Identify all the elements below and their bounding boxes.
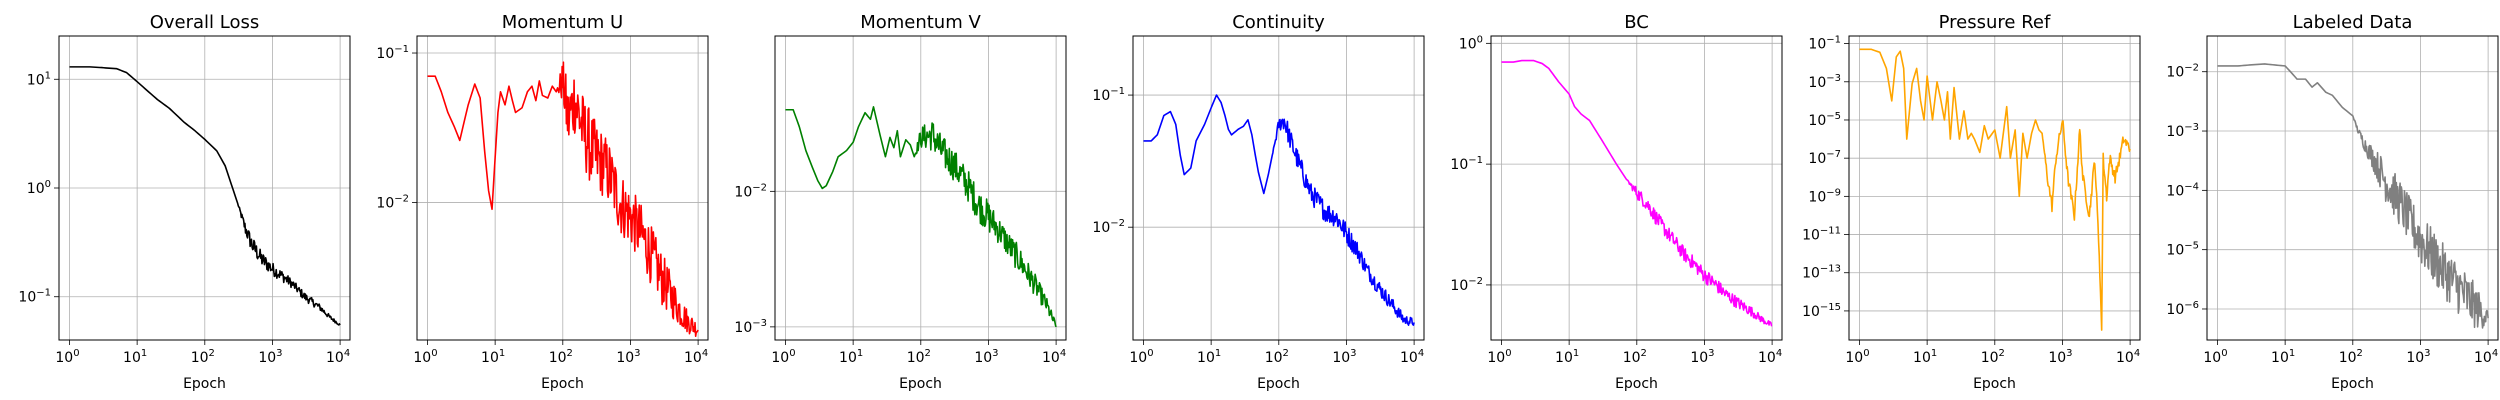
panel-title: Pressure Ref bbox=[1939, 12, 2051, 33]
x-tick-label: 103 bbox=[1690, 348, 1714, 366]
y-tick-label: 10−4 bbox=[2166, 181, 2199, 199]
y-tick-label: 10−6 bbox=[2166, 300, 2199, 318]
x-tick-label: 102 bbox=[907, 348, 931, 366]
x-tick-label: 100 bbox=[771, 348, 795, 366]
x-tick-label: 101 bbox=[123, 348, 147, 366]
panel-0: 100 101 102 103 104 10−1 100 101 Overall Loss Epo… bbox=[18, 12, 351, 392]
panel-title: Momentum U bbox=[502, 12, 623, 33]
x-tick-label: 101 bbox=[1197, 348, 1221, 366]
x-tick-label: 104 bbox=[2474, 348, 2498, 366]
panel-title: Continuity bbox=[1232, 12, 1325, 33]
x-tick-label: 102 bbox=[1623, 348, 1647, 366]
x-tick-label: 101 bbox=[1913, 348, 1937, 366]
x-tick-label: 102 bbox=[2339, 348, 2363, 366]
x-tick-label: 101 bbox=[2271, 348, 2295, 366]
x-axis-label: Epoch bbox=[899, 376, 942, 392]
y-tick-label: 100 bbox=[27, 179, 51, 197]
x-tick-label: 103 bbox=[2406, 348, 2430, 366]
x-tick-label: 102 bbox=[191, 348, 215, 366]
x-tick-label: 103 bbox=[1332, 348, 1356, 366]
x-tick-label: 104 bbox=[684, 348, 708, 366]
y-tick-label: 10−1 bbox=[1450, 155, 1483, 173]
panel-title: Overall Loss bbox=[150, 12, 260, 33]
x-axis-label: Epoch bbox=[2331, 376, 2374, 392]
x-tick-label: 101 bbox=[1555, 348, 1579, 366]
x-axis-label: Epoch bbox=[1615, 376, 1658, 392]
x-tick-label: 103 bbox=[974, 348, 998, 366]
y-tick-label: 10−7 bbox=[1808, 149, 1841, 167]
y-tick-label: 10−13 bbox=[1802, 264, 1841, 282]
y-tick-label: 10−1 bbox=[1092, 86, 1125, 104]
x-axis-label: Epoch bbox=[541, 376, 584, 392]
x-tick-label: 101 bbox=[481, 348, 505, 366]
series-line-0 bbox=[427, 61, 699, 338]
y-tick-label: 10−1 bbox=[1808, 35, 1841, 53]
x-tick-label: 104 bbox=[1400, 348, 1424, 366]
x-tick-label: 102 bbox=[1265, 348, 1289, 366]
y-tick-label: 10−3 bbox=[734, 318, 767, 336]
x-tick-label: 102 bbox=[1981, 348, 2005, 366]
panel-3: 100 101 102 103 104 10−2 10−1 Continuity Epoch bbox=[1092, 12, 1425, 392]
y-tick-label: 10−11 bbox=[1802, 226, 1841, 244]
panel-5: 100 101 102 103 104 10−15 10−13 10−11 10−9 10−7 10… bbox=[1802, 12, 2141, 392]
x-tick-label: 103 bbox=[2048, 348, 2072, 366]
x-tick-label: 101 bbox=[839, 348, 863, 366]
x-axis-label: Epoch bbox=[1257, 376, 1300, 392]
series-line-0 bbox=[1859, 48, 2131, 331]
series-line-0 bbox=[1501, 59, 1773, 327]
x-tick-label: 103 bbox=[258, 348, 282, 366]
panel-1: 100 101 102 103 104 10−2 10−1 Momentum U Epoch bbox=[376, 12, 709, 392]
y-tick-label: 10−9 bbox=[1808, 187, 1841, 205]
y-tick-label: 101 bbox=[27, 70, 51, 88]
y-tick-label: 10−2 bbox=[1092, 218, 1125, 236]
x-axis-label: Epoch bbox=[183, 376, 226, 392]
y-tick-label: 10−2 bbox=[734, 182, 767, 200]
x-tick-label: 100 bbox=[2203, 348, 2227, 366]
series-line-0 bbox=[785, 106, 1057, 328]
x-tick-label: 100 bbox=[1129, 348, 1153, 366]
y-tick-label: 10−2 bbox=[376, 193, 409, 211]
panel-title: BC bbox=[1624, 12, 1649, 33]
y-tick-label: 10−15 bbox=[1802, 302, 1841, 320]
panel-title: Momentum V bbox=[860, 12, 981, 33]
panel-6: 100 101 102 103 104 10−6 10−5 10−4 10−3 10−2 Label… bbox=[2166, 12, 2499, 392]
y-tick-label: 10−1 bbox=[18, 288, 51, 306]
x-tick-label: 102 bbox=[549, 348, 573, 366]
x-tick-label: 100 bbox=[1845, 348, 1869, 366]
y-tick-label: 10−5 bbox=[1808, 111, 1841, 129]
x-tick-label: 100 bbox=[1487, 348, 1511, 366]
y-tick-label: 10−5 bbox=[2166, 241, 2199, 259]
x-axis-label: Epoch bbox=[1973, 376, 2016, 392]
y-tick-label: 10−2 bbox=[1450, 276, 1483, 294]
series-line-0 bbox=[69, 66, 341, 326]
y-tick-label: 10−3 bbox=[2166, 122, 2199, 140]
series-line-0 bbox=[1143, 94, 1415, 326]
y-tick-label: 10−2 bbox=[2166, 63, 2199, 81]
x-tick-label: 104 bbox=[1042, 348, 1066, 366]
series-line-0 bbox=[2217, 63, 2489, 329]
x-tick-label: 104 bbox=[326, 348, 350, 366]
panel-2: 100 101 102 103 104 10−3 10−2 Momentum V Epoch bbox=[734, 12, 1067, 392]
x-tick-label: 104 bbox=[1758, 348, 1782, 366]
y-tick-label: 10−1 bbox=[376, 44, 409, 62]
x-tick-label: 100 bbox=[55, 348, 79, 366]
y-tick-label: 100 bbox=[1459, 34, 1483, 52]
x-tick-label: 103 bbox=[616, 348, 640, 366]
panel-4: 100 101 102 103 104 10−2 10−1 100 BC Epoch bbox=[1450, 12, 1783, 392]
x-tick-label: 100 bbox=[413, 348, 437, 366]
y-tick-label: 10−3 bbox=[1808, 73, 1841, 91]
x-tick-label: 104 bbox=[2116, 348, 2140, 366]
panel-title: Labeled Data bbox=[2293, 12, 2413, 33]
